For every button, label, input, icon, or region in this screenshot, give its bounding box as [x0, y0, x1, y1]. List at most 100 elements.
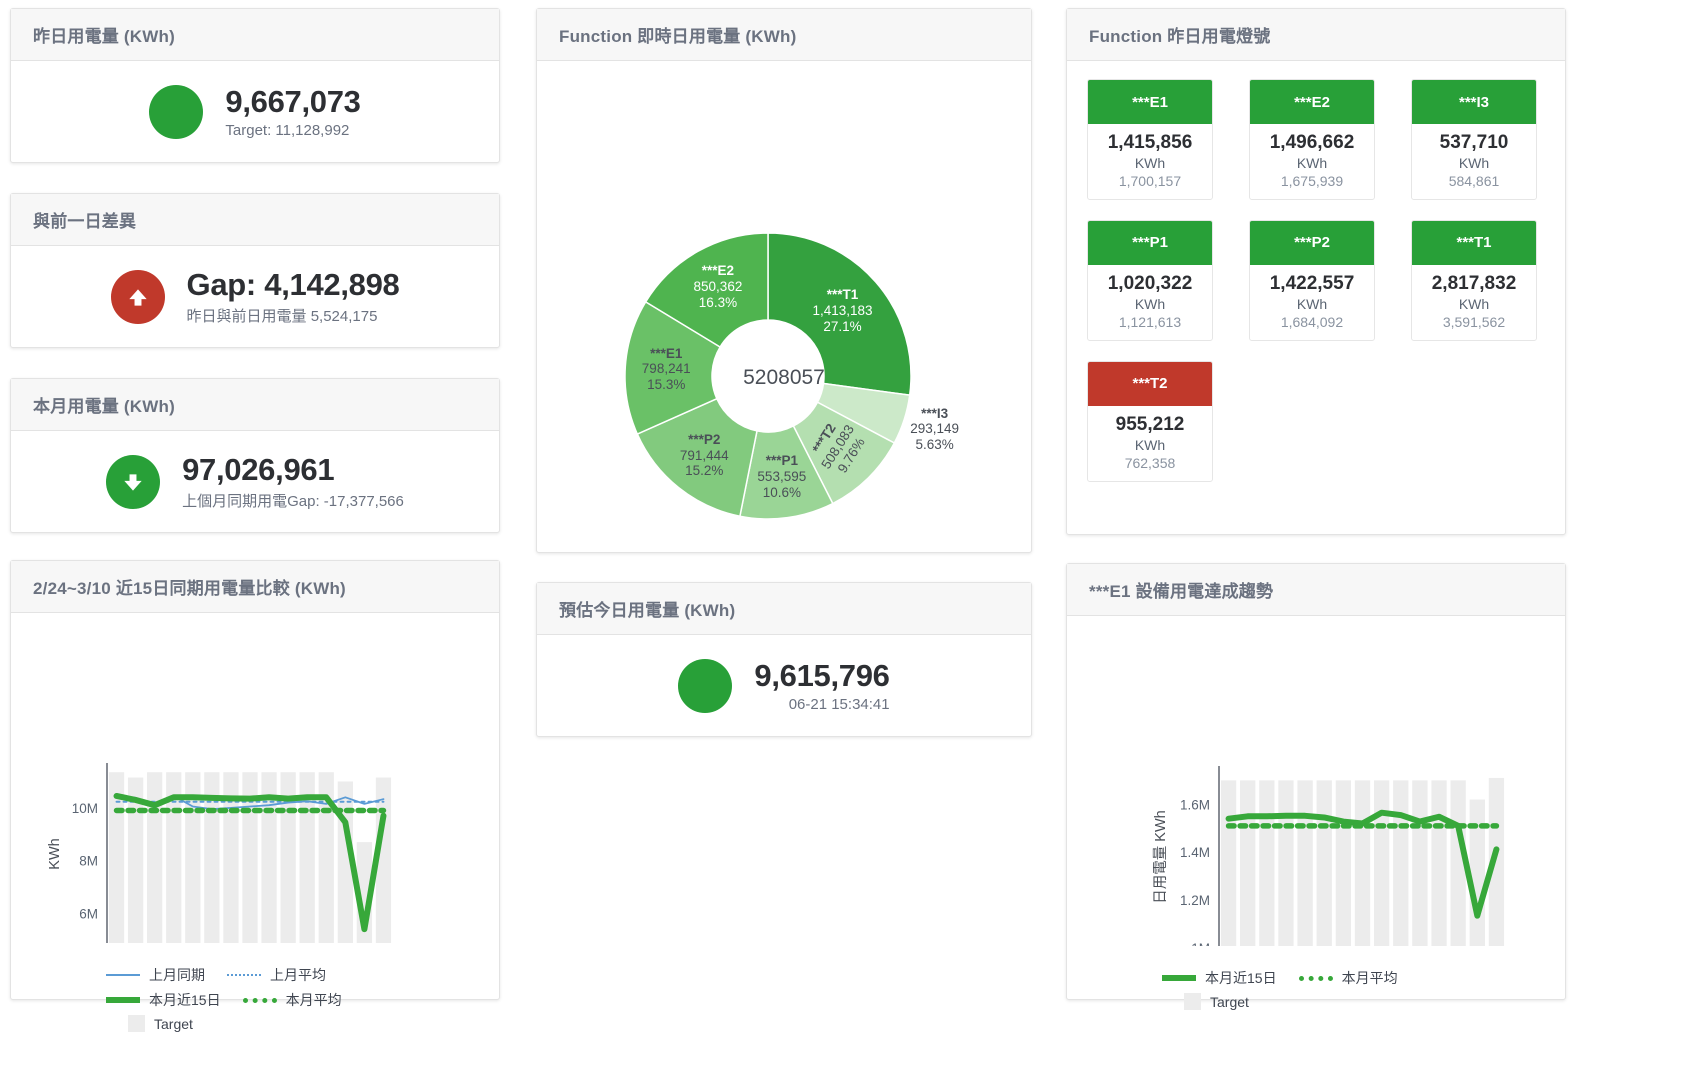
donut-slice[interactable]	[644, 232, 769, 349]
legend-swatch-line-solid-green	[1162, 975, 1196, 981]
light-tile-header: ***E2	[1250, 80, 1374, 124]
legend-item-target[interactable]: Target	[128, 1015, 215, 1032]
arrow-up-icon	[110, 270, 165, 324]
light-tile-value: 955,212	[1115, 413, 1185, 435]
light-tile-target: 762,358	[1124, 454, 1176, 471]
card-day-difference: 與前一日差異 Gap: 4,142,898 昨日與前日用電量 5,524,175	[10, 193, 500, 348]
light-tile-header: ***T1	[1412, 220, 1536, 265]
light-tile[interactable]: ***P1 1,020,322 KWh 1,121,613	[1087, 219, 1213, 341]
light-tile-value: 1,422,557	[1269, 272, 1355, 294]
kpi-row: 9,667,073 Target: 11,128,992	[11, 61, 499, 163]
target-bar	[147, 772, 163, 943]
target-bar	[1297, 780, 1313, 946]
card-body: 9,667,073 Target: 11,128,992	[11, 61, 499, 163]
legend-item-this-month-15[interactable]: 本月近15日	[106, 990, 243, 1010]
card-title: 與前一日差異	[33, 212, 137, 231]
light-tile-unit: KWh	[1296, 295, 1328, 312]
card-header: Function 即時日用電量 (KWh)	[537, 9, 1031, 61]
legend-item-last-month-avg[interactable]: 上月平均	[227, 965, 348, 985]
light-tile[interactable]: ***T1 2,817,832 KWh 3,591,562	[1411, 219, 1537, 341]
light-tile-value: 1,020,322	[1107, 272, 1193, 294]
legend-label: 本月近15日	[1205, 970, 1277, 986]
card-yesterday-usage: 昨日用電量 (KWh) 9,667,073 Target: 11,128,992	[10, 8, 500, 163]
light-tile-value: 1,496,662	[1269, 132, 1355, 153]
kpi-value: 97,026,961	[182, 452, 335, 488]
donut-slice[interactable]	[767, 232, 912, 396]
kpi-subtext: Target: 11,128,992	[225, 121, 350, 139]
card-compare-15-days: 2/24~3/10 近15日同期用電量比較 (KWh) 6M8M10MFeb 2…	[10, 560, 500, 1032]
legend-swatch-line-dotted-green	[242, 997, 277, 1003]
target-bar	[299, 772, 315, 943]
legend-swatch-line-solid-green	[106, 997, 140, 1003]
card-header: 預估今日用電量 (KWh)	[537, 583, 1031, 635]
target-bar	[1488, 777, 1505, 946]
legend-item-last-month-same[interactable]: 上月同期	[106, 965, 227, 985]
legend-item-this-month-15[interactable]: 本月近15日	[1162, 968, 1299, 988]
legend-item-this-month-avg[interactable]: 本月平均	[242, 990, 364, 1010]
legend-label: 本月平均	[285, 992, 342, 1008]
y-axis-tick-label: 1.4M	[1180, 845, 1210, 860]
donut-chart	[624, 232, 912, 520]
light-tile[interactable]: ***I3 537,710 KWh 584,861	[1411, 79, 1537, 200]
target-bar	[1393, 780, 1409, 946]
light-tile-unit: KWh	[1296, 154, 1328, 171]
legend-swatch-line-solid-blue	[106, 974, 140, 976]
legend-row-1: 上月同期 上月平均	[106, 965, 364, 985]
legend-item-target[interactable]: Target	[1184, 993, 1271, 1010]
card-header: 本月用電量 (KWh)	[11, 379, 499, 431]
donut-slice[interactable]	[624, 300, 722, 436]
light-tile-header: ***E1	[1088, 80, 1212, 124]
target-bar	[1373, 780, 1390, 946]
target-bar	[1354, 780, 1371, 946]
light-tile-target: 584,861	[1448, 172, 1500, 189]
card-title: ***E1 設備用電達成趨勢	[1089, 582, 1274, 601]
target-bar	[318, 772, 334, 943]
target-bar	[280, 772, 296, 943]
light-tile-body: 1,422,557 KWh 1,684,092	[1250, 265, 1374, 340]
light-tile-body: 955,212 KWh 762,358	[1088, 406, 1212, 481]
target-bar	[1335, 780, 1352, 946]
light-tile[interactable]: ***P2 1,422,557 KWh 1,684,092	[1249, 219, 1375, 341]
target-bar	[166, 772, 182, 943]
light-tile-header: ***P2	[1250, 220, 1374, 265]
light-tile-header: ***T2	[1088, 361, 1212, 406]
legend-label: 上月平均	[270, 967, 326, 983]
card-function-realtime-donut: Function 即時日用電量 (KWh) ***T1 1,413,183 27.1…	[536, 8, 1032, 553]
kpi-row: 97,026,961 上個月同期用電Gap: -17,377,566	[11, 431, 499, 533]
card-header: Function 昨日用電燈號	[1067, 9, 1565, 61]
light-tile[interactable]: ***E1 1,415,856 KWh 1,700,157	[1087, 79, 1213, 200]
kpi-row: 9,615,796 06-21 15:34:41	[537, 635, 1031, 737]
light-signal-grid: ***E1 1,415,856 KWh 1,700,157 ***E2 1,496,662…	[1087, 79, 1537, 482]
legend-swatch-box-grey	[1184, 993, 1201, 1010]
light-tile[interactable]: ***T2 955,212 KWh 762,358	[1087, 360, 1213, 482]
y-axis-title: 日用電量 KWh	[1153, 810, 1169, 903]
card-title: 昨日用電量 (KWh)	[33, 27, 175, 46]
legend-label: 本月平均	[1341, 970, 1398, 986]
card-title: 2/24~3/10 近15日同期用電量比較 (KWh)	[33, 579, 346, 598]
chart-e1-trend: 1M1.2M1.4M1.6MFeb 26Mar 1Mar 4Mar 7Mar 1…	[1067, 616, 1565, 1010]
light-tile-body: 1,496,662 KWh 1,675,939	[1250, 124, 1374, 199]
card-body: 97,026,961 上個月同期用電Gap: -17,377,566	[11, 431, 499, 533]
legend-label: Target	[154, 1015, 193, 1032]
donut-slice[interactable]	[636, 397, 758, 518]
target-bar	[1469, 799, 1485, 946]
light-tile-target: 1,684,092	[1280, 313, 1344, 330]
legend-item-this-month-avg[interactable]: 本月平均	[1298, 968, 1420, 988]
light-tile-value: 2,817,832	[1431, 272, 1517, 294]
y-axis-tick-label: 10M	[72, 801, 98, 816]
kpi-value: Gap: 4,142,898	[186, 267, 400, 303]
card-e1-equipment-trend: ***E1 設備用電達成趨勢 1M1.2M1.4M1.6MFeb 26Mar 1…	[1066, 563, 1566, 1010]
target-bar	[223, 772, 239, 943]
target-bar	[242, 772, 258, 943]
light-tile-body: 1,020,322 KWh 1,121,613	[1088, 265, 1212, 340]
target-bar	[1259, 780, 1275, 946]
y-axis-tick-label: 6M	[79, 906, 98, 921]
card-title: Function 昨日用電燈號	[1089, 27, 1271, 46]
kpi-value: 9,615,796	[754, 658, 890, 694]
tiles-body: ***E1 1,415,856 KWh 1,700,157 ***E2 1,496,662…	[1067, 61, 1565, 535]
target-bar	[185, 772, 201, 943]
light-tile[interactable]: ***E2 1,496,662 KWh 1,675,939	[1249, 79, 1375, 200]
legend-row-2: Target	[1162, 993, 1420, 1010]
target-bar	[1316, 780, 1332, 946]
